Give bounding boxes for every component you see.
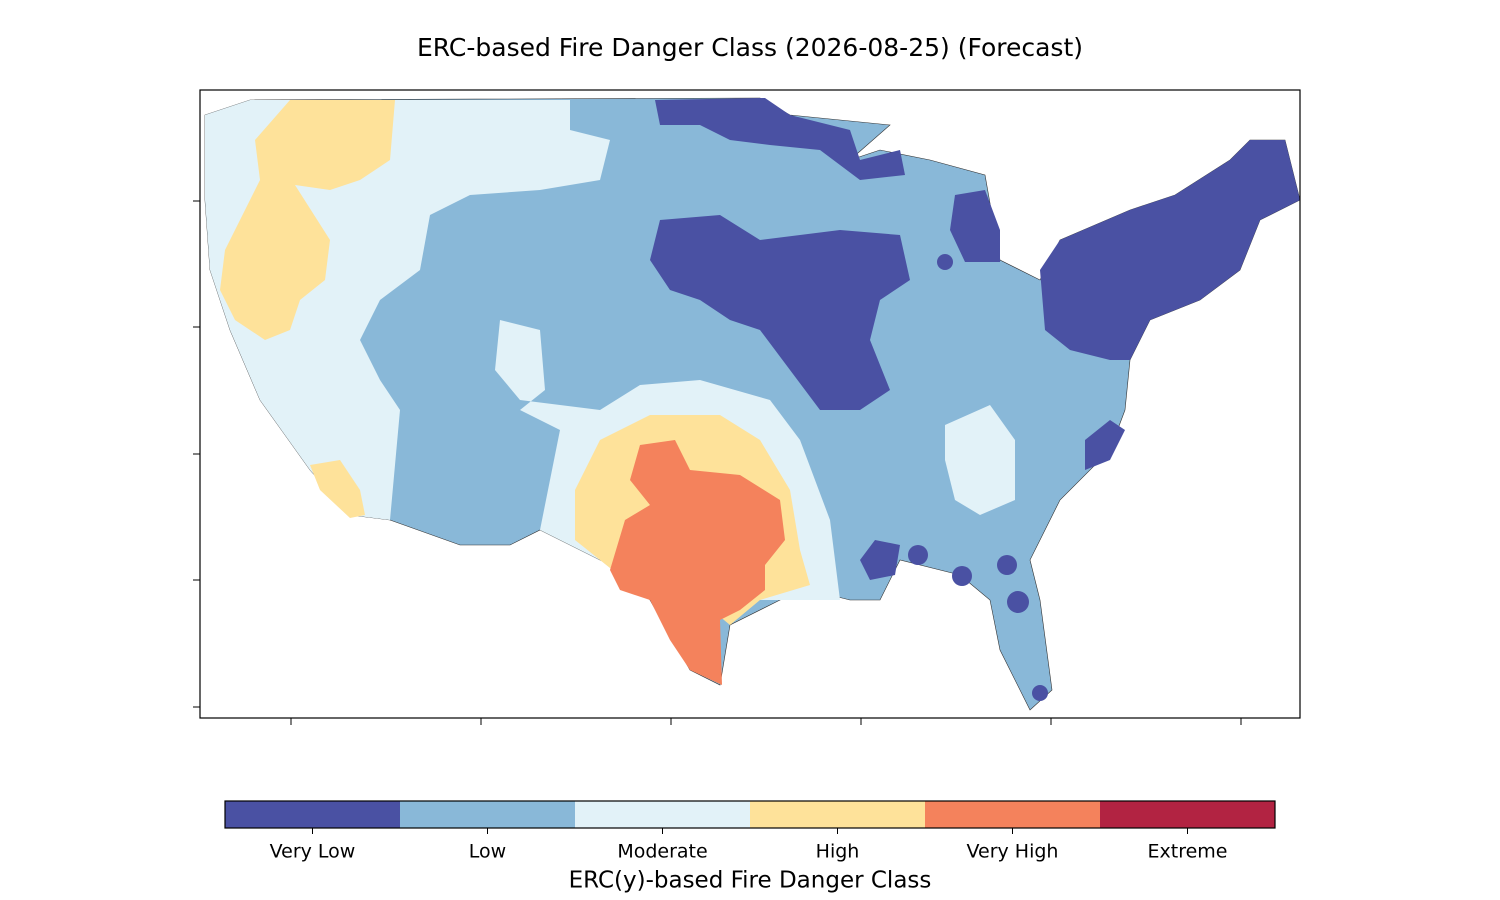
- very-low-north: [655, 98, 905, 180]
- colorbar-label: Extreme: [1148, 841, 1228, 863]
- very-low-carolina: [1085, 420, 1125, 470]
- colorbar-label: High: [816, 841, 860, 863]
- colorbar-segment: [1100, 801, 1275, 828]
- colorbar-frame: [224, 800, 1276, 829]
- map-title: ERC-based Fire Danger Class (2026-08-25)…: [417, 33, 1083, 62]
- colorbar-segment: [925, 801, 1100, 828]
- very-low-northeast: [1040, 140, 1300, 360]
- very-low-spot: [908, 545, 928, 565]
- very-low-spot: [1032, 685, 1048, 701]
- colorbar-label: Low: [469, 841, 506, 863]
- very-high-texas: [610, 440, 785, 685]
- colorbar-title: ERC(y)-based Fire Danger Class: [569, 868, 932, 894]
- colorbar-label: Moderate: [617, 841, 707, 863]
- very-low-spot: [1007, 591, 1029, 613]
- very-low-spot: [952, 566, 972, 586]
- colorbar-segment: [575, 801, 750, 828]
- high-south-california: [310, 460, 365, 518]
- very-low-gulf: [860, 540, 900, 580]
- axis-ticks: [193, 200, 1242, 725]
- high-northwest: [220, 100, 395, 340]
- very-low-michigan: [950, 190, 1000, 262]
- axes-frame: [199, 89, 1301, 719]
- very-low-spot: [997, 555, 1017, 575]
- colorbar-segment: [750, 801, 925, 828]
- very-low-spot: [937, 254, 953, 270]
- colorbar-label: Very Low: [270, 841, 356, 863]
- colorbar: Very Low Low Moderate High Very High Extreme: [224, 800, 1276, 863]
- map-area: [193, 89, 1301, 725]
- colorbar-segment: [225, 801, 400, 828]
- colorbar-label: Very High: [967, 841, 1059, 863]
- very-low-midwest: [650, 215, 910, 410]
- colorbar-segment: [400, 801, 575, 828]
- moderate-southeast: [945, 405, 1015, 515]
